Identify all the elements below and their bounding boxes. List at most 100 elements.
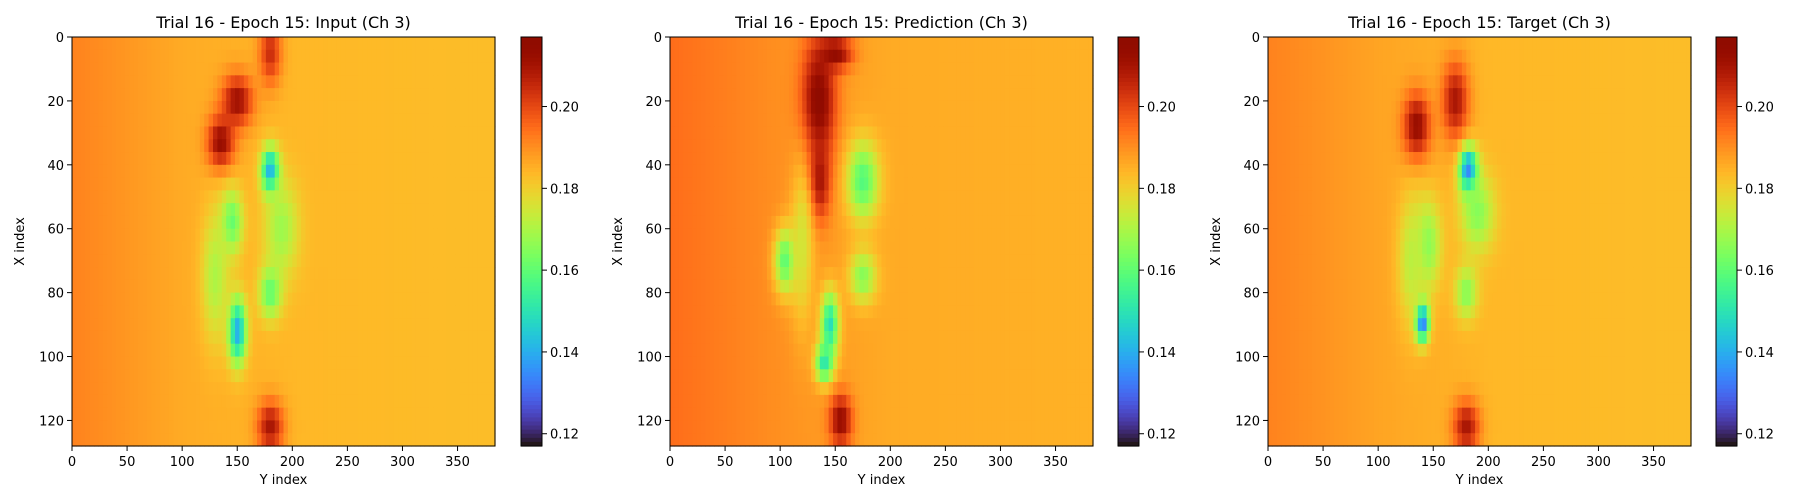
heatmap-cell xyxy=(345,394,351,409)
heatmap-cell xyxy=(468,433,474,447)
heatmap-cell xyxy=(151,305,157,319)
colorbar-tick-label: 0.18 xyxy=(550,182,579,197)
heatmap-cell xyxy=(168,139,174,153)
heatmap-cell xyxy=(437,139,443,153)
heatmap-cell xyxy=(850,139,856,153)
heatmap-cell xyxy=(749,267,755,281)
heatmap-cell xyxy=(72,254,78,268)
heatmap-cell xyxy=(464,37,470,51)
heatmap-cell xyxy=(459,152,465,166)
heatmap-cell xyxy=(190,113,196,128)
heatmap-cell xyxy=(283,407,289,422)
heatmap-cell xyxy=(806,113,812,128)
heatmap-cell xyxy=(468,305,474,319)
heatmap-cell xyxy=(235,215,241,230)
heatmap-cell xyxy=(85,318,91,332)
heatmap-cell xyxy=(314,113,320,128)
heatmap-cell xyxy=(80,318,86,332)
heatmap-cell xyxy=(731,75,737,89)
heatmap-cell xyxy=(683,49,689,64)
heatmap-cell xyxy=(226,433,232,447)
heatmap-cell xyxy=(243,241,249,255)
heatmap-cell xyxy=(257,100,263,115)
heatmap-cell xyxy=(133,356,139,370)
heatmap-cell xyxy=(182,228,188,243)
heatmap-cell xyxy=(477,177,483,191)
heatmap-cell xyxy=(226,100,232,115)
heatmap-cell xyxy=(146,279,152,294)
heatmap-cell xyxy=(477,394,483,409)
heatmap-cell xyxy=(182,215,188,230)
heatmap-cell xyxy=(714,203,720,217)
heatmap-cell xyxy=(486,62,492,76)
heatmap-cell xyxy=(415,113,421,128)
heatmap-cell xyxy=(802,100,808,115)
heatmap-cell xyxy=(670,100,676,115)
heatmap-cell xyxy=(872,215,878,230)
heatmap-cell xyxy=(327,343,333,358)
heatmap-cell xyxy=(398,382,404,396)
heatmap-cell xyxy=(753,139,759,153)
heatmap-cell xyxy=(1079,88,1085,102)
heatmap-cell xyxy=(120,330,126,345)
heatmap-cell xyxy=(965,254,971,268)
heatmap-cell xyxy=(987,62,993,76)
heatmap-cell xyxy=(345,433,351,447)
heatmap-cell xyxy=(182,164,188,179)
heatmap-cell xyxy=(780,241,786,255)
heatmap-cell xyxy=(133,49,139,64)
heatmap-cell xyxy=(965,62,971,76)
heatmap-cell xyxy=(221,318,227,332)
heatmap-cell xyxy=(885,164,891,179)
heatmap-cell xyxy=(138,369,144,383)
heatmap-cell xyxy=(177,126,183,140)
heatmap-cell xyxy=(415,318,421,332)
heatmap-cell xyxy=(98,279,104,294)
heatmap-cell xyxy=(415,267,421,281)
heatmap-cell xyxy=(780,228,786,243)
heatmap-cell xyxy=(859,88,865,102)
heatmap-cell xyxy=(424,113,430,128)
heatmap-cell xyxy=(450,37,456,51)
heatmap-cell xyxy=(349,318,355,332)
heatmap-cell xyxy=(956,203,962,217)
heatmap-cell xyxy=(318,330,324,345)
heatmap-cell xyxy=(1062,164,1068,179)
heatmap-cell xyxy=(991,37,997,51)
heatmap-cell xyxy=(1079,203,1085,217)
heatmap-cell xyxy=(1079,100,1085,115)
heatmap-cell xyxy=(424,126,430,140)
heatmap-cell xyxy=(336,292,342,307)
heatmap-cell xyxy=(358,113,364,128)
heatmap-cell xyxy=(213,407,219,422)
heatmap-cell xyxy=(340,407,346,422)
heatmap-cell xyxy=(811,228,817,243)
heatmap-cell xyxy=(797,37,803,51)
heatmap-cell xyxy=(464,420,470,434)
heatmap-cell xyxy=(243,420,249,434)
heatmap-cell xyxy=(437,420,443,434)
heatmap-cell xyxy=(811,254,817,268)
heatmap-cell xyxy=(261,37,267,51)
heatmap-cell xyxy=(411,203,417,217)
heatmap-cell xyxy=(80,177,86,191)
heatmap-cell xyxy=(433,330,439,345)
heatmap-cell xyxy=(173,152,179,166)
heatmap-cell xyxy=(331,305,337,319)
heatmap-cell xyxy=(938,190,944,204)
heatmap-cell xyxy=(155,62,161,76)
heatmap-cell xyxy=(393,369,399,383)
heatmap-cell xyxy=(327,433,333,447)
heatmap-cells xyxy=(670,37,1094,447)
heatmap-cell xyxy=(1026,164,1032,179)
heatmap-cell xyxy=(766,75,772,89)
heatmap-cell xyxy=(287,394,293,409)
colorbar-segment xyxy=(521,167,542,173)
heatmap-cell xyxy=(376,394,382,409)
heatmap-cell xyxy=(94,279,100,294)
heatmap-cell xyxy=(969,177,975,191)
heatmap-cell xyxy=(94,88,100,102)
heatmap-cell xyxy=(120,369,126,383)
heatmap-cell xyxy=(402,152,408,166)
heatmap-cell xyxy=(226,177,232,191)
